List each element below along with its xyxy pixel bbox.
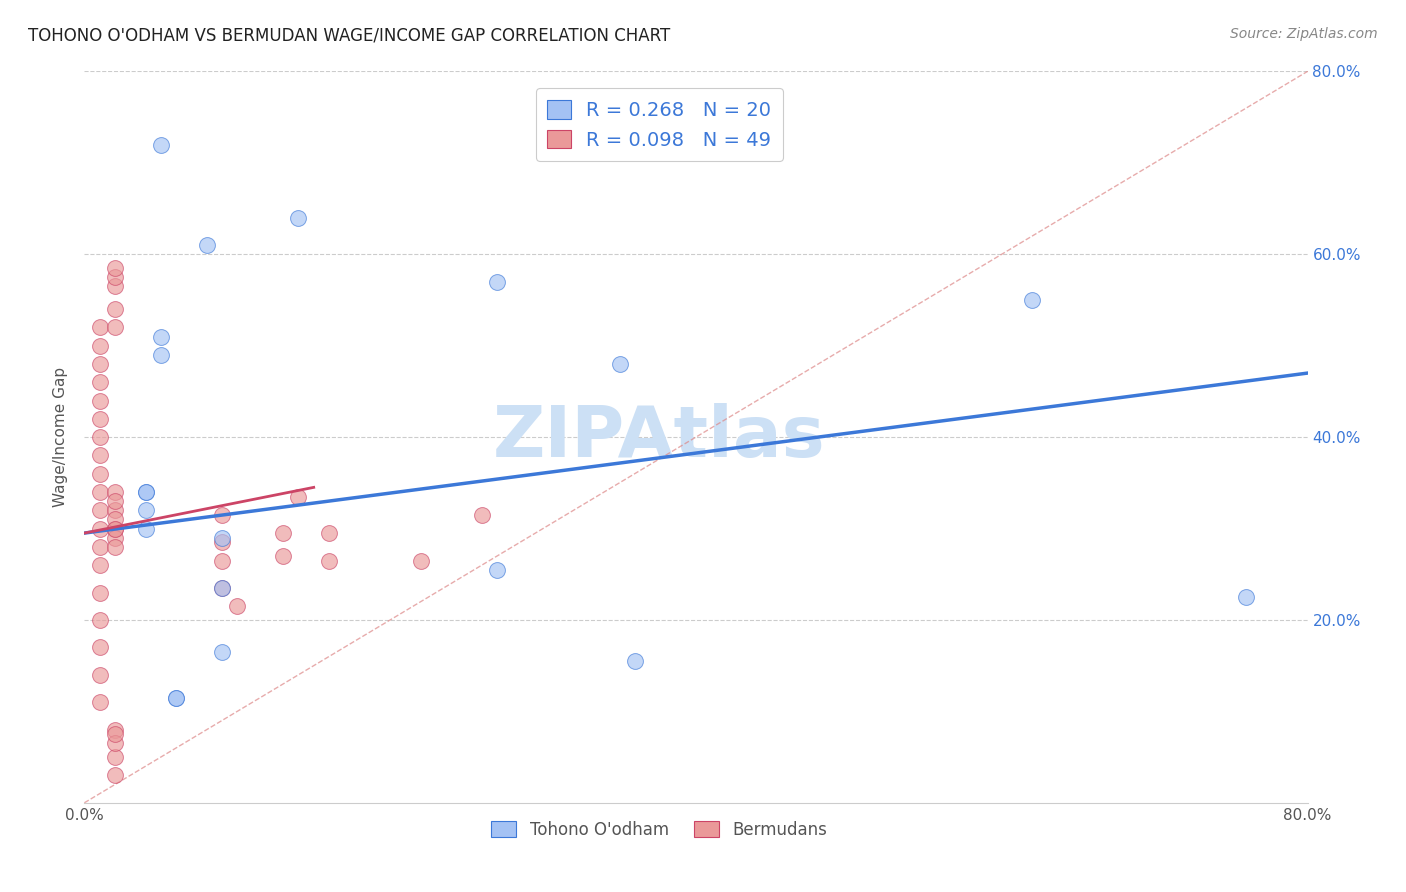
- Point: [104, 301, 127, 317]
- Point: [211, 535, 233, 549]
- Point: [104, 494, 127, 508]
- Point: [89, 613, 111, 627]
- Point: [1236, 590, 1258, 604]
- Point: [89, 521, 111, 535]
- Point: [89, 357, 111, 371]
- Point: [318, 526, 340, 541]
- Point: [609, 357, 631, 371]
- Point: [165, 690, 187, 705]
- Point: [104, 531, 127, 545]
- Point: [318, 553, 340, 567]
- Point: [89, 393, 111, 408]
- Point: [135, 521, 157, 535]
- Point: [104, 768, 127, 782]
- Point: [624, 654, 647, 668]
- Point: [1021, 293, 1043, 307]
- Point: [226, 599, 249, 614]
- Point: [271, 526, 294, 541]
- Point: [89, 375, 111, 389]
- Point: [135, 485, 157, 500]
- Text: ZIPAtlas: ZIPAtlas: [494, 402, 825, 472]
- Point: [104, 320, 127, 334]
- Point: [89, 540, 111, 554]
- Point: [89, 640, 111, 655]
- Point: [149, 137, 172, 152]
- Point: [104, 521, 127, 535]
- Point: [149, 348, 172, 362]
- Point: [104, 279, 127, 293]
- Point: [409, 553, 432, 567]
- Point: [104, 260, 127, 275]
- Point: [211, 508, 233, 522]
- Point: [104, 521, 127, 535]
- Point: [89, 695, 111, 709]
- Point: [211, 531, 233, 545]
- Point: [165, 690, 187, 705]
- Point: [104, 750, 127, 764]
- Point: [471, 508, 494, 522]
- Point: [104, 736, 127, 750]
- Point: [89, 338, 111, 352]
- Point: [149, 329, 172, 343]
- Point: [271, 549, 294, 563]
- Point: [104, 723, 127, 737]
- Point: [211, 581, 233, 595]
- Text: TOHONO O'ODHAM VS BERMUDAN WAGE/INCOME GAP CORRELATION CHART: TOHONO O'ODHAM VS BERMUDAN WAGE/INCOME G…: [28, 27, 671, 45]
- Point: [89, 585, 111, 599]
- Point: [135, 485, 157, 500]
- Point: [195, 238, 218, 252]
- Point: [89, 503, 111, 517]
- Point: [104, 540, 127, 554]
- Point: [89, 430, 111, 444]
- Point: [104, 270, 127, 285]
- Point: [89, 558, 111, 573]
- Point: [486, 275, 509, 289]
- Point: [89, 667, 111, 681]
- Point: [89, 412, 111, 426]
- Point: [104, 503, 127, 517]
- Point: [89, 448, 111, 462]
- Point: [287, 490, 309, 504]
- Point: [104, 512, 127, 526]
- Point: [135, 503, 157, 517]
- Point: [287, 211, 309, 225]
- Point: [211, 581, 233, 595]
- Point: [211, 553, 233, 567]
- Point: [89, 467, 111, 481]
- Text: Source: ZipAtlas.com: Source: ZipAtlas.com: [1230, 27, 1378, 41]
- Point: [104, 485, 127, 500]
- Legend: Tohono O'odham, Bermudans: Tohono O'odham, Bermudans: [485, 814, 834, 846]
- Point: [486, 563, 509, 577]
- Point: [89, 320, 111, 334]
- Y-axis label: Wage/Income Gap: Wage/Income Gap: [53, 367, 69, 508]
- Point: [104, 727, 127, 741]
- Point: [211, 645, 233, 659]
- Point: [89, 485, 111, 500]
